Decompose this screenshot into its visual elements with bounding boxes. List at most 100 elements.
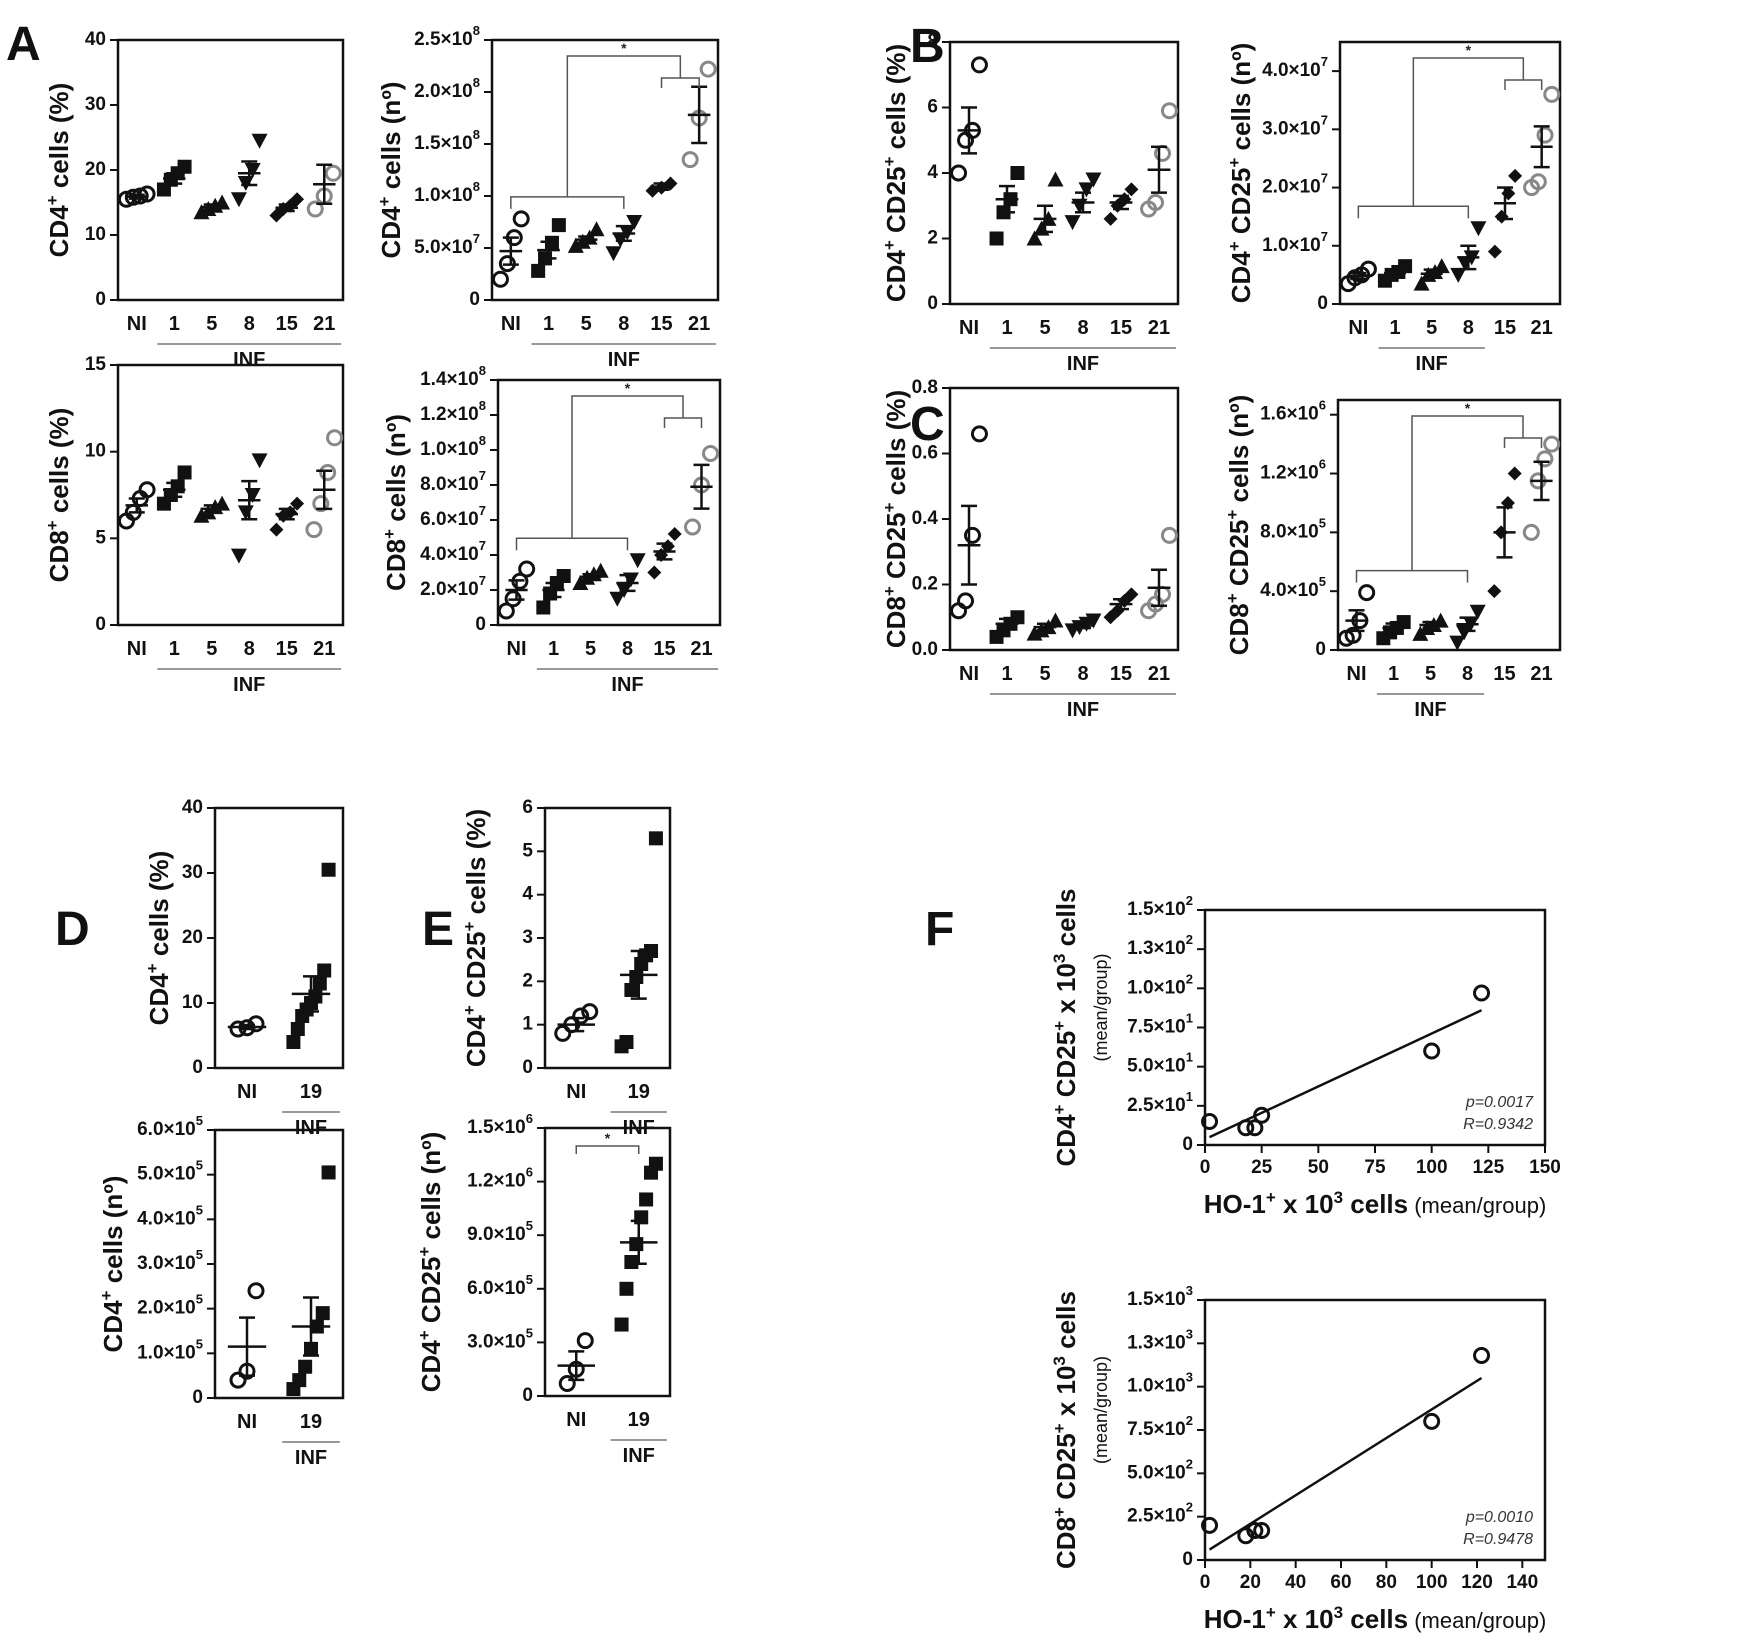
y-tick-exponent: 2 xyxy=(1186,972,1193,987)
y-tick-label: 0 xyxy=(1315,639,1326,660)
y-tick-mantissa: 6.0×10 xyxy=(137,1119,196,1140)
y-tick-label: 6.0×105 xyxy=(137,1113,203,1140)
y-axis-label: CD8+ CD25+ x 103 cells xyxy=(1050,1291,1081,1569)
y-tick-mantissa: 6.0×10 xyxy=(467,1278,526,1299)
y-axis-label: CD4+ cells (nº) xyxy=(375,82,406,259)
y-tick-label: 4 xyxy=(927,162,938,183)
y-axis-label: CD4+ cells (%) xyxy=(43,83,74,258)
data-point xyxy=(605,246,622,262)
data-point xyxy=(1473,1346,1491,1364)
x-tick-label: 19 xyxy=(628,1409,650,1431)
x-tick-label: 120 xyxy=(1461,1572,1493,1593)
data-point xyxy=(1085,613,1102,629)
y-tick-exponent: 5 xyxy=(526,1326,533,1341)
data-point xyxy=(551,218,566,233)
y-tick-mantissa: 0 xyxy=(1182,1549,1193,1570)
data-point xyxy=(1344,626,1362,644)
y-tick-exponent: 1 xyxy=(1186,1089,1193,1104)
data-point xyxy=(1543,85,1561,103)
data-point xyxy=(1449,635,1466,651)
data-point xyxy=(1450,267,1467,283)
y-tick-mantissa: 2.0×10 xyxy=(1262,177,1321,198)
data-point xyxy=(269,522,284,537)
y-tick-mantissa: 1.0×10 xyxy=(137,1342,196,1363)
x-tick-label: 1 xyxy=(1389,317,1400,339)
y-tick-label: 0 xyxy=(192,1057,203,1078)
y-label-sup: + xyxy=(1225,241,1244,251)
x-tick-label: NI xyxy=(237,1411,257,1433)
y-tick-label: 1.2×108 xyxy=(420,398,486,425)
group-label: INF xyxy=(623,1445,655,1467)
y-tick-exponent: 5 xyxy=(196,1337,203,1352)
y-tick-mantissa: 2.0×10 xyxy=(414,81,473,102)
y-tick-exponent: 3 xyxy=(1186,1283,1193,1298)
group-label: INF xyxy=(608,349,640,371)
y-tick-label: 1.5×106 xyxy=(467,1111,533,1138)
y-tick-mantissa: 2.0×10 xyxy=(420,579,479,600)
y-tick-mantissa: 1.5×10 xyxy=(414,133,473,154)
data-point xyxy=(321,1165,336,1180)
y-label-mid: CD25 xyxy=(1224,520,1254,594)
x-tick-label: 25 xyxy=(1251,1157,1273,1178)
chart-d2: 01.0×1052.0×1053.0×1054.0×1055.0×1056.0×… xyxy=(97,1113,345,1469)
y-tick-exponent: 8 xyxy=(479,433,486,448)
y-tick-label: 10 xyxy=(85,224,106,245)
y-label-sup2: + xyxy=(880,503,899,513)
x-tick-label: 21 xyxy=(1531,317,1553,339)
y-label-rest: cells (%) xyxy=(44,408,74,521)
group-label: INF xyxy=(1414,699,1446,721)
data-point xyxy=(1201,1113,1219,1130)
x-tick-label: 21 xyxy=(690,638,712,660)
sig-bracket xyxy=(575,1145,640,1154)
y-tick-mantissa: 3.0×10 xyxy=(137,1253,196,1274)
x-tick-label: 1 xyxy=(1001,317,1012,339)
data-point xyxy=(667,527,682,541)
y-tick-mantissa: 4.0×10 xyxy=(1262,60,1321,81)
y-label-rest: cells (%) xyxy=(461,809,491,922)
data-point xyxy=(629,1237,644,1252)
y-tick-exponent: 6 xyxy=(1319,398,1326,413)
y-tick-label: 6.0×107 xyxy=(420,503,486,530)
x-tick-label: 15 xyxy=(1493,663,1515,685)
data-point xyxy=(634,1210,649,1225)
y-tick-label: 20 xyxy=(85,159,106,180)
sig-bracket-low xyxy=(515,537,629,551)
data-point xyxy=(1536,126,1554,144)
data-point xyxy=(229,1371,247,1389)
plot-frame xyxy=(490,38,720,302)
data-point xyxy=(315,1306,330,1321)
sig-star: * xyxy=(621,40,627,56)
y-tick-exponent: 5 xyxy=(526,1219,533,1234)
data-point xyxy=(581,1003,599,1021)
y-label-sup3: 3 xyxy=(1050,954,1069,963)
y-tick-exponent: 8 xyxy=(479,398,486,413)
y-label-rest: cells (%) xyxy=(881,390,911,503)
data-point xyxy=(1147,193,1165,211)
y-tick-label: 4.0×105 xyxy=(137,1203,203,1230)
y-tick-label: 5.0×107 xyxy=(414,231,480,258)
x-tick-label: 8 xyxy=(244,313,255,335)
sig-bracket-high xyxy=(1504,79,1543,90)
y-label-main: CD8 xyxy=(1224,603,1254,655)
y-label-main: CD4 xyxy=(881,250,911,303)
x-tick-label: NI xyxy=(566,1081,586,1103)
y-tick-exponent: 7 xyxy=(1321,229,1328,244)
panel-letter-a: A xyxy=(6,18,41,71)
y-tick-exponent: 1 xyxy=(1186,1050,1193,1065)
x-tick-label: NI xyxy=(127,638,147,660)
y-tick-label: 4.0×107 xyxy=(1262,55,1328,82)
x-tick-label: 21 xyxy=(1148,317,1170,339)
x-tick-label: 5 xyxy=(585,638,596,660)
data-point xyxy=(699,60,717,78)
y-tick-label: 0 xyxy=(192,1387,203,1408)
x-tick-label: 19 xyxy=(300,1081,322,1103)
y-tick-exponent: 5 xyxy=(196,1158,203,1173)
data-point xyxy=(950,164,968,182)
y-label-sup2: + xyxy=(880,157,899,167)
x-tick-label: 5 xyxy=(581,313,592,335)
x-axis-label: HO-1+ x 103 cells (mean/group) xyxy=(1204,1188,1547,1219)
y-tick-label: 1.0×108 xyxy=(414,179,480,206)
y-tick-exponent: 5 xyxy=(196,1113,203,1128)
data-point xyxy=(629,970,644,984)
